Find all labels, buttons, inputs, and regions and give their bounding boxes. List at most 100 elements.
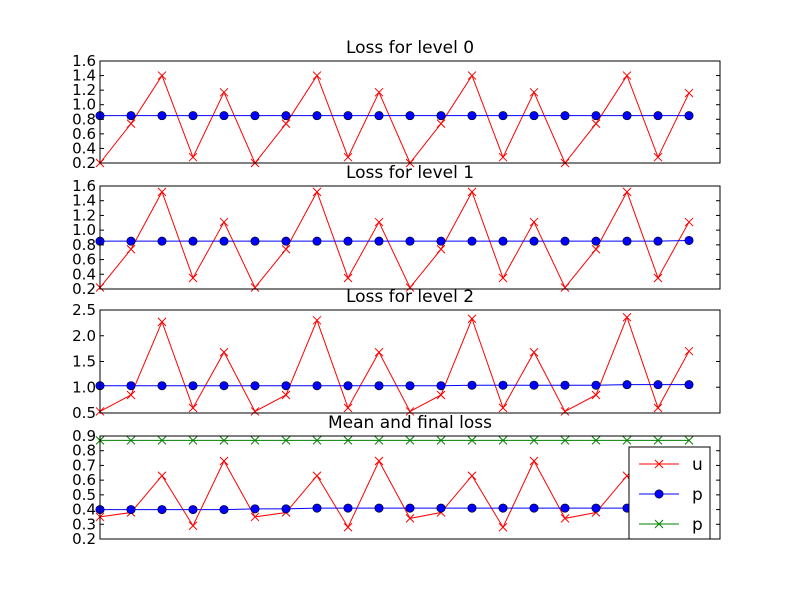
point-2-0-5 <box>250 407 260 416</box>
point-0-1-1 <box>126 111 136 121</box>
point-2-1-9 <box>374 381 384 391</box>
point-1-1-8 <box>343 236 353 246</box>
y-tick-label-0-0: 0.2 <box>72 154 96 172</box>
point-3-2-11 <box>436 436 446 445</box>
point-1-0-4 <box>219 217 229 227</box>
point-1-0-18 <box>653 273 663 283</box>
y-tick-label-1-6: 1.4 <box>72 192 96 210</box>
y-tick-label-0-5: 1.2 <box>72 81 96 99</box>
point-3-0-3 <box>188 521 198 531</box>
point-0-0-13 <box>498 152 508 162</box>
y-tick-label-3-7: 0.9 <box>72 427 96 445</box>
axes-frame-2 <box>99 309 721 414</box>
point-3-1-16 <box>591 503 601 513</box>
point-0-1-10 <box>405 111 415 121</box>
point-1-0-5 <box>250 283 260 292</box>
point-2-1-16 <box>591 380 601 390</box>
point-2-0-6 <box>281 390 291 400</box>
y-tick-label-3-5: 0.7 <box>72 456 96 474</box>
point-2-1-13 <box>498 380 508 390</box>
y-tick-label-3-0: 0.2 <box>72 530 96 548</box>
y-tick-label-1-1: 0.4 <box>72 265 96 283</box>
point-2-0-1 <box>126 390 136 400</box>
axes-frame-3 <box>99 435 721 540</box>
point-3-1-10 <box>405 503 415 513</box>
point-2-1-17 <box>622 380 632 390</box>
point-2-0-19 <box>684 346 694 356</box>
point-3-0-5 <box>250 512 260 522</box>
point-0-0-9 <box>374 87 384 97</box>
point-3-1-12 <box>467 503 477 513</box>
point-1-1-17 <box>622 236 632 246</box>
point-0-0-4 <box>219 87 229 97</box>
point-3-1-8 <box>343 503 353 513</box>
y-tick-label-0-7: 1.6 <box>72 52 96 70</box>
point-2-0-8 <box>343 403 353 413</box>
point-0-1-7 <box>312 111 322 121</box>
point-3-1-15 <box>560 503 570 513</box>
point-3-2-17 <box>622 436 632 445</box>
point-1-1-6 <box>281 236 291 246</box>
series-line-0-0 <box>99 74 690 164</box>
point-1-0-2 <box>157 187 167 197</box>
y-tick-label-0-4: 1.0 <box>72 96 96 114</box>
point-0-1-14 <box>529 111 539 121</box>
point-3-2-13 <box>498 436 508 445</box>
point-2-1-1 <box>126 381 136 391</box>
point-1-1-1 <box>126 236 136 246</box>
point-3-1-1 <box>126 505 136 515</box>
y-tick-label-3-2: 0.4 <box>72 501 96 519</box>
point-3-2-19 <box>684 436 694 445</box>
point-0-0-14 <box>529 87 539 97</box>
point-3-2-6 <box>281 436 291 445</box>
point-2-1-19 <box>684 380 694 390</box>
point-1-1-2 <box>157 236 167 246</box>
point-0-0-18 <box>653 152 663 162</box>
point-0-1-3 <box>188 111 198 121</box>
point-0-1-17 <box>622 111 632 121</box>
point-2-1-4 <box>219 381 229 391</box>
y-tick-label-2-3: 2.0 <box>72 327 96 345</box>
point-3-2-18 <box>653 436 663 445</box>
y-tick-label-3-4: 0.6 <box>72 471 96 489</box>
point-0-0-17 <box>622 71 632 80</box>
point-2-0-7 <box>312 315 322 325</box>
legend-label-2: p <box>692 515 703 535</box>
point-1-0-15 <box>560 283 570 292</box>
point-1-0-11 <box>436 244 446 254</box>
point-3-0-14 <box>529 456 539 466</box>
point-1-1-14 <box>529 236 539 246</box>
series-line-1-1 <box>100 239 690 242</box>
point-3-1-5 <box>250 504 260 514</box>
point-3-0-13 <box>498 522 508 532</box>
point-1-1-13 <box>498 236 508 246</box>
point-1-0-10 <box>405 283 415 292</box>
point-1-1-5 <box>250 236 260 246</box>
y-tick-label-1-3: 0.8 <box>72 236 96 254</box>
point-3-2-16 <box>591 436 601 445</box>
chart-title-0: Loss for level 0 <box>346 38 474 58</box>
legend-label-1: p <box>692 485 703 505</box>
point-1-1-4 <box>219 236 229 246</box>
point-3-2-2 <box>157 436 167 445</box>
axes-frame-0 <box>99 60 721 164</box>
point-2-1-7 <box>312 381 322 391</box>
point-1-1-18 <box>653 236 663 246</box>
point-2-0-13 <box>498 403 508 413</box>
point-3-0-15 <box>560 514 570 523</box>
point-3-2-14 <box>529 436 539 445</box>
point-2-1-10 <box>405 381 415 391</box>
point-0-1-12 <box>467 111 477 121</box>
y-tick-label-1-4: 1.0 <box>72 221 96 239</box>
point-1-1-10 <box>405 236 415 246</box>
point-3-0-12 <box>467 471 477 481</box>
axes-frame-1 <box>99 185 721 290</box>
point-2-0-14 <box>529 347 539 357</box>
point-1-1-11 <box>436 236 446 246</box>
point-0-1-5 <box>250 111 260 121</box>
y-tick-label-0-2: 0.6 <box>72 125 96 143</box>
point-1-0-8 <box>343 273 353 283</box>
chart-title-1: Loss for level 1 <box>346 163 474 183</box>
point-0-1-6 <box>281 111 291 121</box>
